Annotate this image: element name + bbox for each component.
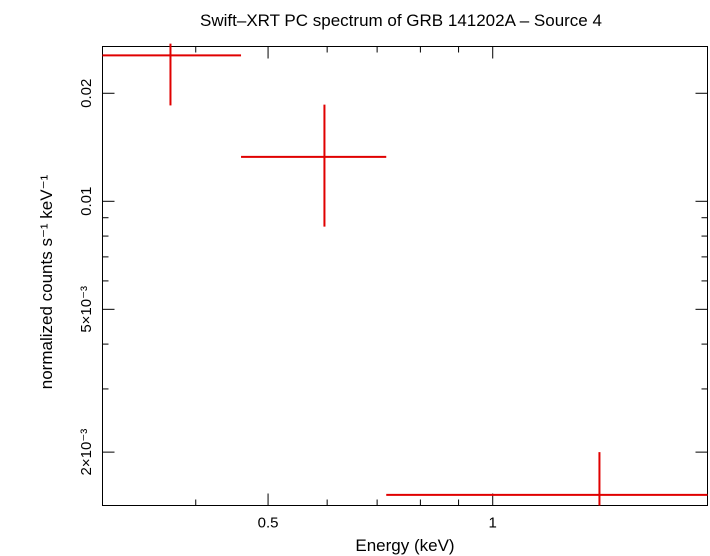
chart-title: Swift–XRT PC spectrum of GRB 141202A – S…: [200, 11, 602, 30]
data-point: [241, 104, 387, 227]
x-tick-label: 1: [489, 515, 497, 532]
axis-ticks: [102, 46, 708, 506]
y-tick-label: 0.01: [78, 187, 95, 216]
y-tick-label: 0.02: [78, 79, 95, 108]
data-points: [102, 43, 708, 506]
tick-labels: 0.5 1 2×10⁻³ 5×10⁻³ 0.01 0.02: [78, 79, 497, 532]
y-tick-label: 5×10⁻³: [78, 286, 95, 333]
x-axis-label: Energy (keV): [355, 536, 454, 555]
x-tick-label: 0.5: [258, 515, 279, 532]
data-point: [386, 452, 708, 506]
plot-frame: [102, 46, 708, 506]
data-point: [102, 43, 242, 106]
y-axis-label: normalized counts s⁻¹ keV⁻¹: [37, 174, 56, 389]
y-tick-label: 2×10⁻³: [78, 429, 95, 476]
